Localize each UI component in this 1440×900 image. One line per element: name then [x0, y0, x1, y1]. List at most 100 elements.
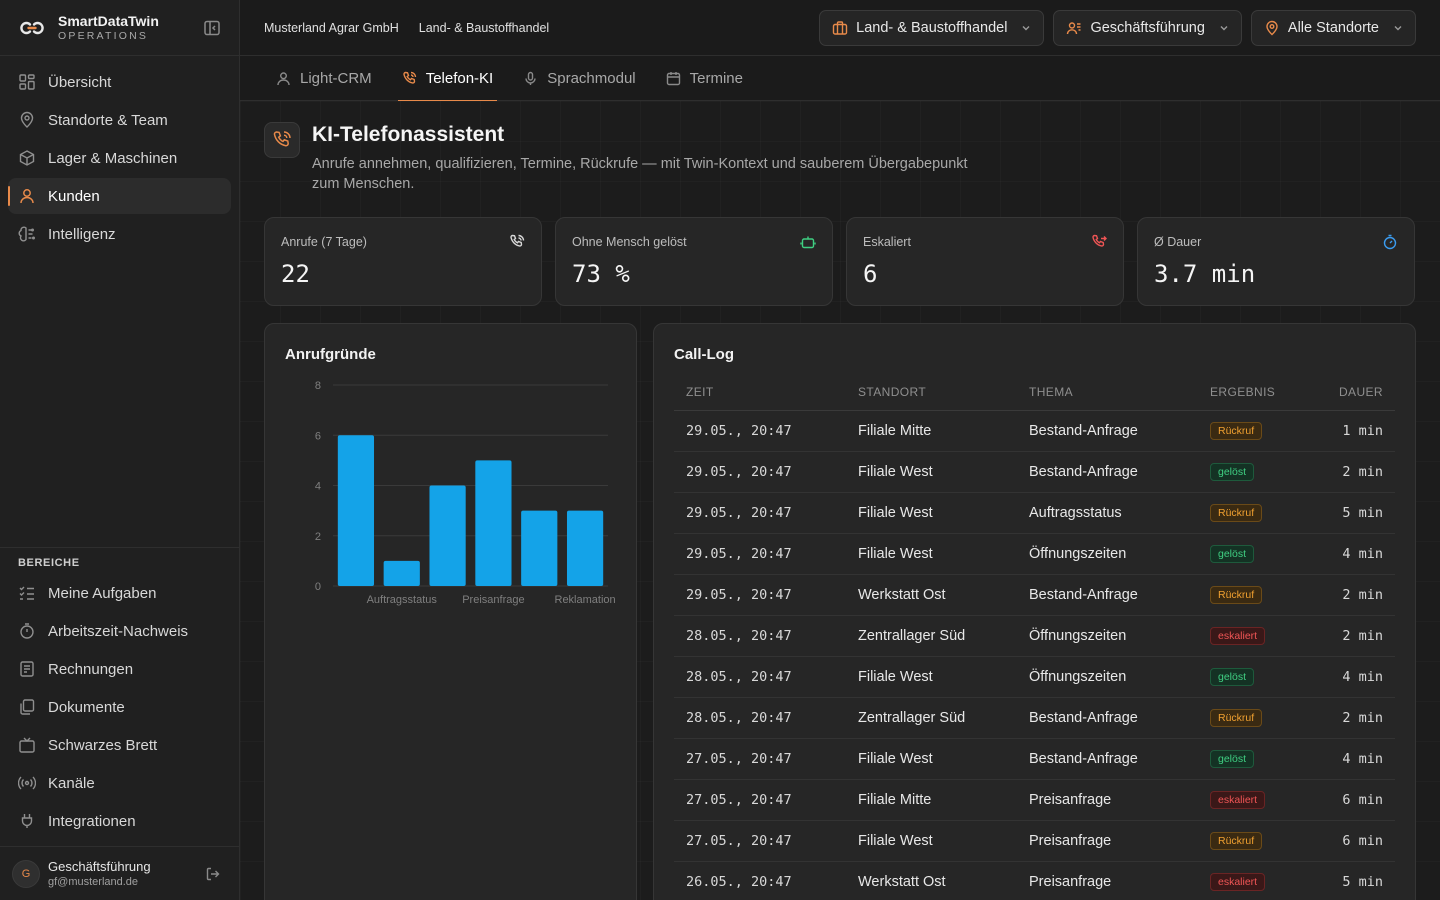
bar[interactable]	[475, 460, 512, 586]
section-label: BEREICHE	[18, 557, 80, 569]
table-row[interactable]: 29.05., 20:47 Filiale Mitte Bestand-Anfrag…	[674, 410, 1395, 452]
main-nav: Übersicht Standorte & Team Lager & Masch…	[0, 56, 239, 252]
kpi-row: Anrufe (7 Tage) 22 Ohne Mensch gelöst 73…	[264, 217, 1415, 306]
cell-time: 29.05., 20:47	[674, 574, 846, 616]
table-row[interactable]: 29.05., 20:47 Filiale West Bestand-Anfrage…	[674, 451, 1395, 493]
table-row[interactable]: 27.05., 20:47 Filiale Mitte Preisanfrage es…	[674, 779, 1395, 821]
dropdown-label: Geschäftsführung	[1090, 19, 1205, 36]
sidebar-item-dokumente[interactable]: Dokumente	[8, 689, 231, 725]
store-icon	[832, 20, 848, 36]
sidebar-item-kunden[interactable]: Kunden	[8, 178, 231, 214]
tab-sprachmodul[interactable]: Sprachmodul	[523, 56, 636, 101]
cell-result: eskaliert	[1198, 615, 1308, 657]
cell-topic: Bestand-Anfrage	[1017, 574, 1198, 616]
documents-icon	[18, 698, 36, 716]
timer-icon	[1382, 234, 1398, 250]
kpi-value: 3.7 min	[1154, 260, 1256, 288]
bar[interactable]	[521, 510, 558, 586]
y-tick-label: 8	[315, 380, 321, 392]
tab-telefon-ki[interactable]: Telefon-KI	[397, 56, 497, 102]
breadcrumb-branch[interactable]: Land- & Baustoffhandel	[418, 20, 550, 35]
table-row[interactable]: 28.05., 20:47 Zentrallager Süd Bestand-Anf…	[674, 697, 1395, 739]
status-badge: Rückruf	[1210, 503, 1263, 522]
sidebar-item-arbeitszeit[interactable]: Arbeitszeit-Nachweis	[8, 613, 231, 649]
cell-duration: 2 min	[1308, 574, 1395, 616]
bot-icon	[800, 234, 816, 250]
column-header-thema[interactable]: THEMA	[1017, 374, 1198, 411]
cell-result: Rückruf	[1198, 410, 1308, 452]
sidebar-item-label: Übersicht	[48, 73, 112, 91]
sidebar-item-label: Integrationen	[48, 812, 136, 830]
bar[interactable]	[429, 485, 466, 587]
section-nav: Meine Aufgaben Arbeitszeit-Nachweis Rech…	[8, 575, 231, 841]
sidebar-item-rechnungen[interactable]: Rechnungen	[8, 651, 231, 687]
cell-duration: 5 min	[1308, 861, 1395, 900]
bar[interactable]	[383, 560, 420, 586]
sidebar-item-label: Standorte & Team	[48, 111, 168, 129]
topbar: Musterland Agrar GmbH Land- & Baustoffha…	[240, 0, 1440, 56]
branch-dropdown[interactable]: Land- & Baustoffhandel	[819, 9, 1045, 46]
cell-time: 27.05., 20:47	[674, 779, 846, 821]
sidebar-item-standorte[interactable]: Standorte & Team	[8, 102, 231, 138]
location-dropdown[interactable]: Alle Standorte	[1250, 9, 1416, 46]
cell-time: 28.05., 20:47	[674, 656, 846, 698]
kpi-value: 73 %	[572, 260, 630, 288]
tab-light-crm[interactable]: Light-CRM	[276, 56, 372, 101]
chevron-down-icon	[1021, 23, 1031, 33]
column-header-zeit[interactable]: ZEIT	[674, 374, 846, 411]
map-pin-icon	[18, 111, 36, 129]
table-row[interactable]: 28.05., 20:47 Filiale West Öffnungszeiten g…	[674, 656, 1395, 698]
sidebar-item-label: Intelligenz	[48, 225, 116, 243]
y-tick-label: 6	[315, 430, 321, 442]
bar-chart: 0 2 4 6 8 Auftragsstatus Preisanfrage Reklamati…	[315, 380, 616, 606]
bar[interactable]	[337, 435, 375, 586]
sidebar-item-kanaele[interactable]: Kanäle	[8, 765, 231, 801]
column-header-ergebnis[interactable]: ERGEBNIS	[1198, 374, 1308, 411]
x-tick-label: Auftragsstatus	[367, 594, 438, 606]
table-row[interactable]: 27.05., 20:47 Filiale West Preisanfrage Rüc…	[674, 820, 1395, 862]
board-icon	[18, 736, 36, 754]
table-row[interactable]: 29.05., 20:47 Filiale West Öffnungszeiten g…	[674, 533, 1395, 575]
column-header-dauer[interactable]: DAUER	[1308, 374, 1395, 411]
table-row[interactable]: 26.05., 20:47 Werkstatt Ost Preisanfrage es…	[674, 861, 1395, 900]
sidebar-item-lager[interactable]: Lager & Maschinen	[8, 140, 231, 176]
box-icon	[18, 149, 36, 167]
tab-termine[interactable]: Termine	[666, 56, 743, 101]
cell-time: 29.05., 20:47	[674, 410, 846, 452]
column-header-standort[interactable]: STANDORT	[846, 374, 1017, 411]
cell-result: gelöst	[1198, 451, 1308, 493]
bar[interactable]	[566, 510, 604, 586]
phone-forward-icon	[1091, 234, 1107, 250]
sidebar-item-label: Arbeitszeit-Nachweis	[48, 622, 189, 640]
breadcrumb-company[interactable]: Musterland Agrar GmbH	[264, 20, 399, 35]
grid-icon	[18, 73, 36, 91]
sidebar-item-aufgaben[interactable]: Meine Aufgaben	[8, 575, 231, 611]
logout-icon[interactable]	[205, 866, 221, 882]
map-pin-icon	[1264, 20, 1280, 36]
broadcast-icon	[18, 774, 36, 792]
cell-duration: 2 min	[1308, 697, 1395, 739]
sidebar-item-label: Dokumente	[48, 698, 125, 716]
table-row[interactable]: 29.05., 20:47 Filiale West Auftragsstatus R…	[674, 492, 1395, 534]
table-row[interactable]: 27.05., 20:47 Filiale West Bestand-Anfrage…	[674, 738, 1395, 780]
avatar: G	[12, 859, 40, 888]
cell-topic: Öffnungszeiten	[1017, 533, 1198, 575]
sidebar-item-schwarzes-brett[interactable]: Schwarzes Brett	[8, 727, 231, 763]
user-profile[interactable]: G Geschäftsführung gf@musterland.de	[0, 846, 239, 900]
cell-topic: Bestand-Anfrage	[1017, 410, 1198, 452]
cell-time: 29.05., 20:47	[674, 533, 846, 575]
cell-location: Filiale West	[846, 820, 1017, 862]
sidebar-item-uebersicht[interactable]: Übersicht	[8, 64, 231, 100]
sidebar-collapse-icon[interactable]	[203, 19, 221, 37]
status-badge: eskaliert	[1210, 626, 1266, 645]
call-reasons-chart-card: Anrufgründe 0 2 4 6 8 Auftragsstatus Preisanfr…	[264, 323, 637, 900]
sidebar-item-label: Kunden	[48, 187, 100, 205]
call-log-table: ZEIT STANDORT THEMA ERGEBNIS DAUER 29.05…	[674, 374, 1395, 900]
role-dropdown[interactable]: Geschäftsführung	[1053, 9, 1242, 46]
table-row[interactable]: 28.05., 20:47 Zentrallager Süd Öffnungszei…	[674, 615, 1395, 657]
mic-icon	[523, 71, 538, 86]
kpi-value: 22	[281, 260, 310, 288]
sidebar-item-intelligenz[interactable]: Intelligenz	[8, 216, 231, 252]
sidebar-item-integrationen[interactable]: Integrationen	[8, 803, 231, 839]
table-row[interactable]: 29.05., 20:47 Werkstatt Ost Bestand-Anfrag…	[674, 574, 1395, 616]
